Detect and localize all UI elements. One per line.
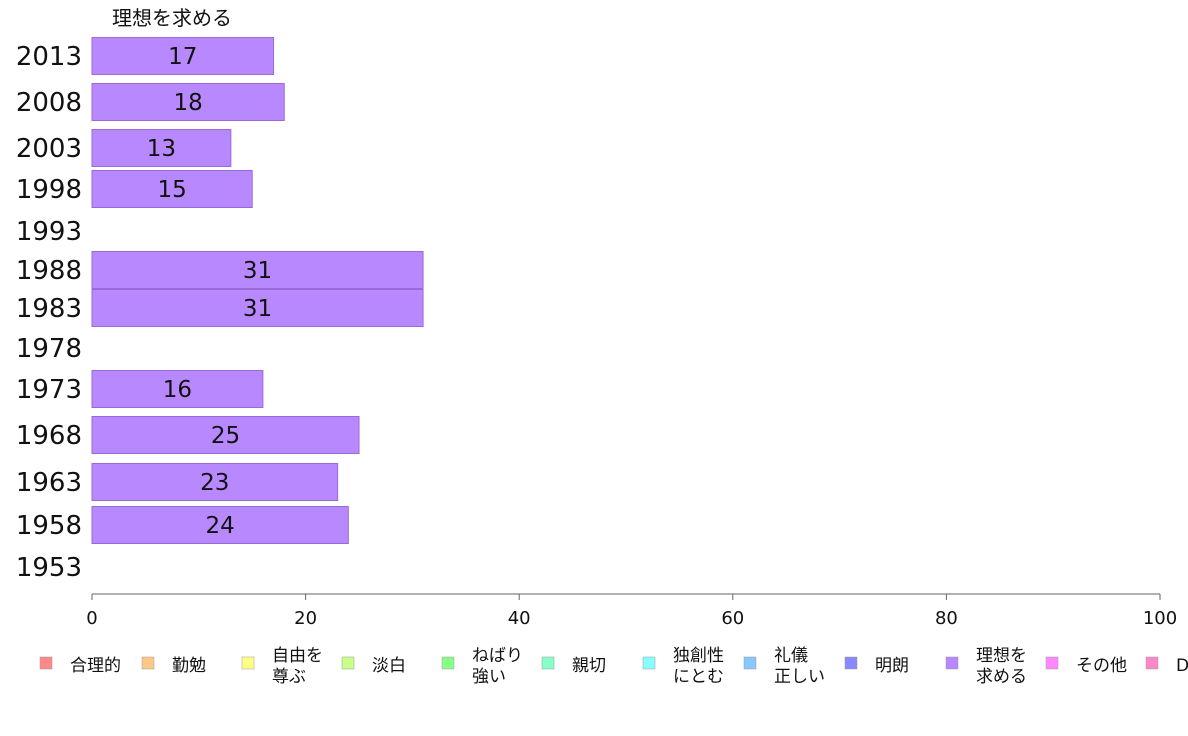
bar [91,370,264,408]
legend-swatch [642,656,656,670]
category-label: 1963 [16,468,82,498]
legend-swatch [39,656,53,670]
data-label: 25 [211,423,240,449]
category-label: 1978 [16,334,82,364]
category-label: 1968 [16,421,82,451]
category-label: 2013 [16,42,82,72]
bar [91,170,253,208]
bar [91,129,232,167]
legend-label: D [1176,656,1188,676]
legend-label: 独創性にとむ [673,646,724,687]
data-label: 13 [147,136,176,162]
data-label: 24 [206,513,235,539]
category-label: 1988 [16,256,82,286]
legend-swatch [241,656,255,670]
bar [91,416,360,454]
bar [91,37,275,75]
legend-swatch [441,656,455,670]
bars: 17 18 13 15 31 31 16 25 23 24 [91,37,424,544]
legend-label: 勤勉 [172,656,206,676]
legend-swatch [844,656,858,670]
x-tick-label: 100 [1143,608,1177,629]
legend-label: ねばり強い [472,646,523,687]
category-label: 1953 [16,553,82,583]
data-label: 18 [173,90,202,116]
data-label: 16 [163,377,192,403]
legend-swatch [1145,656,1159,670]
data-label: 31 [243,296,272,322]
category-label: 1973 [16,375,82,405]
bar [91,289,424,327]
category-label: 1998 [16,175,82,205]
bar [91,463,339,501]
category-label: 2008 [16,88,82,118]
legend-swatch [1045,656,1059,670]
x-tick-label: 60 [721,608,744,629]
legend-swatch [541,656,555,670]
data-label: 31 [243,258,272,284]
x-tick-label: 80 [935,608,958,629]
legend-swatch [945,656,959,670]
legend-swatch [743,656,757,670]
legend-label: 合理的 [70,656,121,676]
legend-label: 淡白 [372,656,406,676]
x-tick-label: 0 [86,608,97,629]
data-label: 15 [157,177,186,203]
legend-label: 明朗 [875,656,909,676]
category-label: 1983 [16,294,82,324]
x-tick-label: 40 [508,608,531,629]
bar [91,251,424,289]
category-label: 2003 [16,134,82,164]
data-label: 23 [200,470,229,496]
category-labels: 2013 2008 2003 1998 1993 1988 1983 1978 1973 1968… [16,42,82,583]
x-tick-label: 20 [294,608,317,629]
legend-label: 理想を求める [976,646,1027,687]
category-label: 1958 [16,511,82,541]
category-label: 1993 [16,217,82,247]
legend-swatch [341,656,355,670]
bar [91,83,285,121]
legend-swatch [141,656,155,670]
bar [91,506,349,544]
x-axis: 0 20 40 60 80 100 [86,593,1177,629]
legend-label: 親切 [572,656,606,676]
series-title: 理想を求める [112,6,232,30]
data-label: 17 [168,44,197,70]
legend-label: 礼儀正しい [774,646,825,687]
legend: 合理的 勤勉 自由を尊ぶ 淡白 ねばり強い 親切 独創性にとむ 礼儀正しい 明朗 理想を求める その… [39,646,1188,687]
legend-label: 自由を尊ぶ [272,646,323,687]
legend-label: その他 [1076,656,1127,676]
